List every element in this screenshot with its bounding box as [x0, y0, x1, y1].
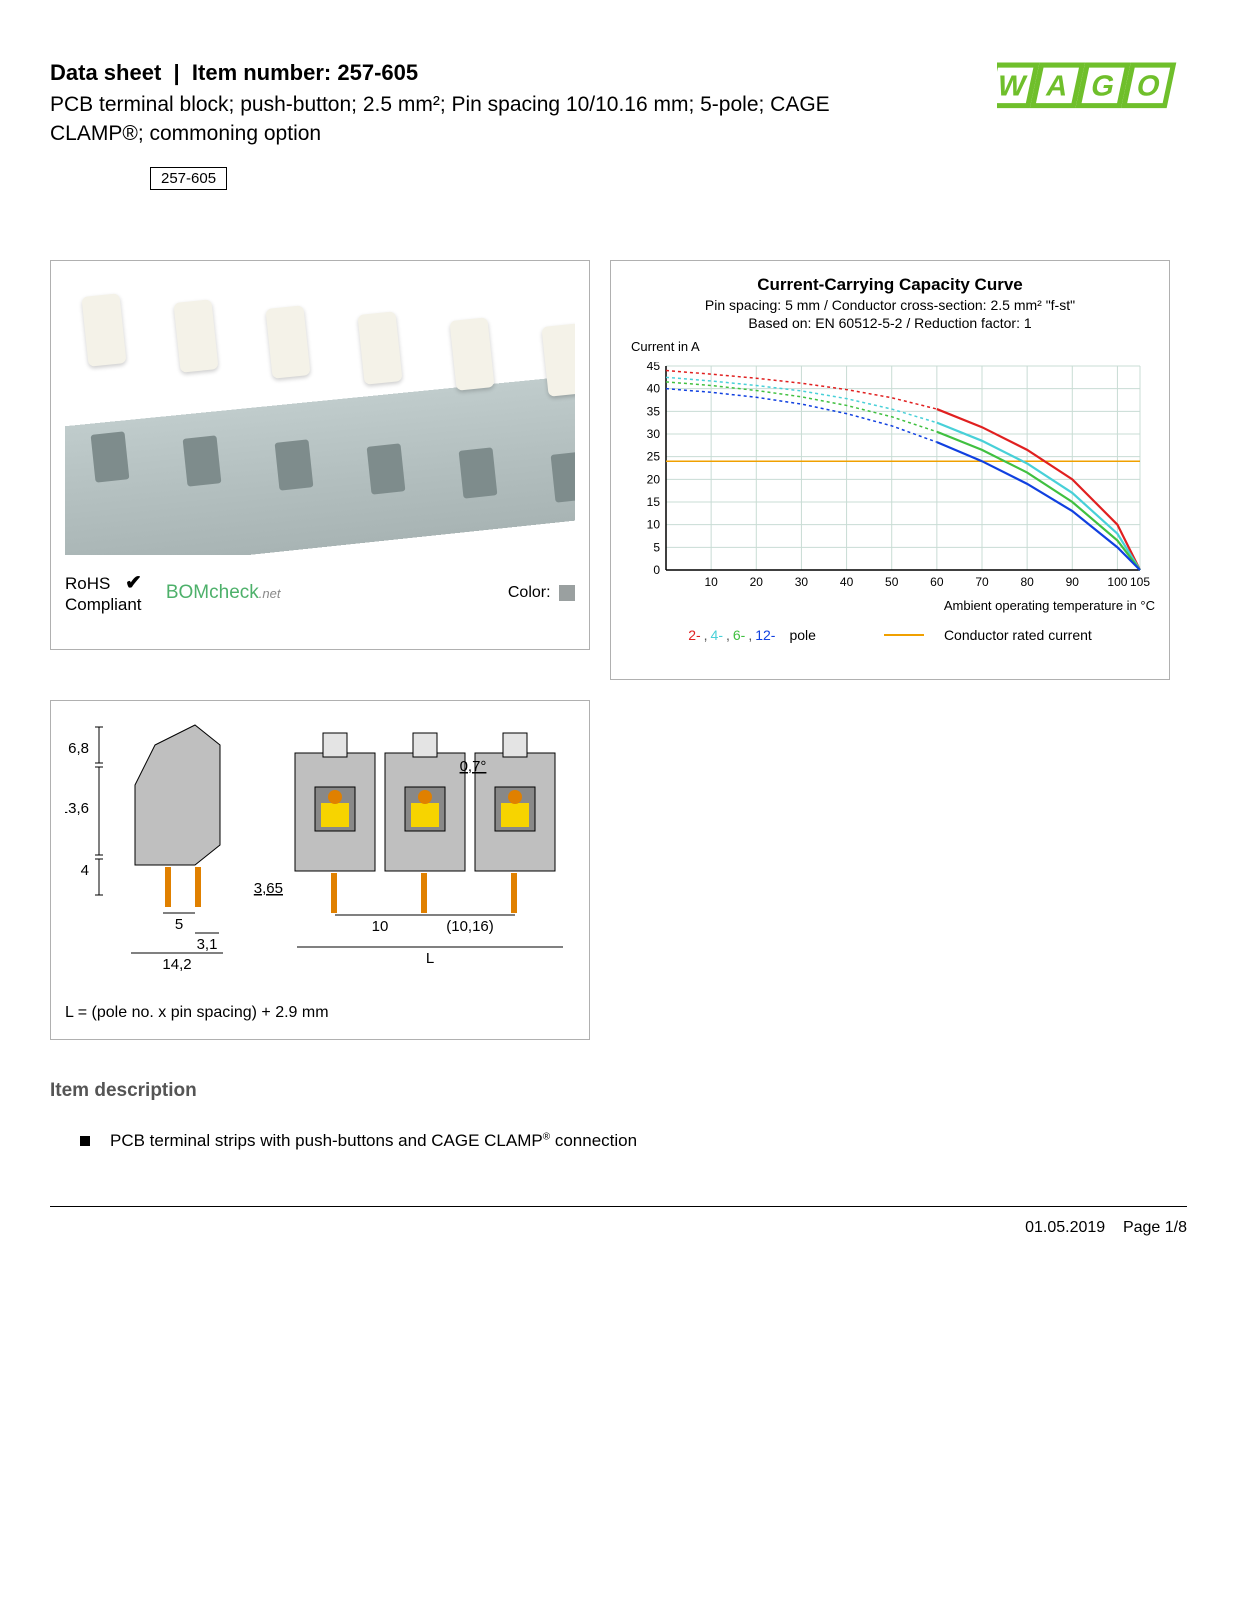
bomcheck-suffix: .net: [259, 586, 281, 601]
dimensional-panel: 6,8 13,6 4 5 3,1 14,2: [50, 700, 590, 1040]
footer: 01.05.2019 Page 1/8: [50, 1219, 1187, 1237]
y-axis-label: Current in A: [631, 339, 1155, 354]
dimensional-drawing: 6,8 13,6 4 5 3,1 14,2: [65, 715, 575, 985]
legend-poles: 2-, 4-, 6-, 12-: [688, 627, 775, 643]
svg-text:(10,16): (10,16): [446, 918, 494, 935]
legend-pole-suffix: pole: [789, 627, 815, 643]
svg-text:5: 5: [175, 916, 183, 933]
svg-text:30: 30: [795, 575, 809, 589]
svg-text:O: O: [1134, 70, 1164, 103]
svg-text:15: 15: [647, 495, 661, 509]
svg-text:3,1: 3,1: [197, 936, 218, 953]
subtitle: PCB terminal block; push-button; 2.5 mm²…: [50, 90, 850, 149]
bomcheck-logo: BOMcheck.net: [166, 582, 281, 604]
wago-logo: W A G O: [997, 60, 1187, 117]
svg-text:4: 4: [81, 862, 89, 879]
svg-text:50: 50: [885, 575, 899, 589]
svg-text:10: 10: [704, 575, 718, 589]
chart-svg: 0 5 10 15 20 25 30 35 40 45 10 20 30 40 50 60 70 80 90 1001…: [630, 362, 1150, 592]
svg-text:0: 0: [653, 563, 660, 577]
dimensional-note: L = (pole no. x pin spacing) + 2.9 mm: [65, 1004, 575, 1022]
color-label: Color:: [508, 584, 575, 602]
svg-text:35: 35: [647, 404, 661, 418]
item-number: 257-605: [337, 60, 418, 85]
x-axis-label: Ambient operating temperature in °C: [625, 598, 1155, 613]
svg-text:10: 10: [372, 918, 389, 935]
svg-text:0,7°: 0,7°: [460, 758, 487, 775]
datasheet-label: Data sheet: [50, 60, 161, 85]
description-item: PCB terminal strips with push-buttons an…: [80, 1126, 1187, 1157]
footer-rule: [50, 1206, 1187, 1207]
svg-text:40: 40: [840, 575, 854, 589]
chart-sub2: Based on: EN 60512-5-2 / Reduction facto…: [625, 315, 1155, 331]
rohs-l1: RoHS: [65, 574, 110, 593]
footer-page: Page 1/8: [1123, 1219, 1187, 1236]
color-swatch: [559, 585, 575, 601]
svg-text:25: 25: [647, 449, 661, 463]
svg-text:40: 40: [647, 381, 661, 395]
legend-conductor-label: Conductor rated current: [944, 627, 1092, 643]
product-panel: RoHS ✔ Compliant BOMcheck.net Color:: [50, 260, 590, 650]
svg-text:105: 105: [1130, 575, 1150, 589]
svg-text:5: 5: [653, 540, 660, 554]
title-line: Data sheet | Item number: 257-605: [50, 60, 997, 86]
svg-text:A: A: [1043, 70, 1071, 103]
item-description-heading: Item description: [50, 1080, 1187, 1102]
svg-text:13,6: 13,6: [65, 800, 89, 817]
svg-text:45: 45: [647, 362, 661, 373]
svg-text:6,8: 6,8: [68, 740, 89, 757]
header-text: Data sheet | Item number: 257-605 PCB te…: [50, 60, 997, 190]
svg-text:20: 20: [647, 472, 661, 486]
svg-text:14,2: 14,2: [162, 956, 191, 973]
bomcheck-text: BOMcheck: [166, 582, 259, 603]
svg-text:100: 100: [1107, 575, 1127, 589]
compliance-row: RoHS ✔ Compliant BOMcheck.net Color:: [65, 571, 575, 615]
color-text: Color:: [508, 584, 551, 601]
footer-date: 01.05.2019: [1025, 1219, 1105, 1236]
description-text: PCB terminal strips with push-buttons an…: [110, 1126, 637, 1157]
svg-text:W: W: [997, 70, 1029, 103]
bullet-icon: [80, 1136, 90, 1146]
svg-text:80: 80: [1020, 575, 1034, 589]
legend: 2-, 4-, 6-, 12- pole Conductor rated cur…: [625, 627, 1155, 643]
check-icon: ✔: [125, 572, 142, 594]
chart-panel: Current-Carrying Capacity Curve Pin spac…: [610, 260, 1170, 680]
svg-text:10: 10: [647, 517, 661, 531]
svg-text:90: 90: [1066, 575, 1080, 589]
svg-text:L: L: [426, 950, 434, 967]
item-label: Item number:: [192, 60, 331, 85]
svg-text:20: 20: [750, 575, 764, 589]
svg-text:70: 70: [975, 575, 989, 589]
svg-text:30: 30: [647, 427, 661, 441]
svg-text:60: 60: [930, 575, 944, 589]
chart-sub1: Pin spacing: 5 mm / Conductor cross-sect…: [625, 297, 1155, 313]
svg-text:G: G: [1088, 70, 1118, 103]
rohs-badge: RoHS ✔ Compliant: [65, 571, 142, 615]
product-render: [65, 275, 575, 555]
svg-text:3,65: 3,65: [254, 880, 283, 897]
item-tag: 257-605: [150, 167, 227, 190]
chart-title: Current-Carrying Capacity Curve: [625, 275, 1155, 295]
legend-conductor-line: [884, 634, 924, 636]
description-list: PCB terminal strips with push-buttons an…: [80, 1126, 1187, 1157]
rohs-l2: Compliant: [65, 595, 142, 614]
header: Data sheet | Item number: 257-605 PCB te…: [50, 60, 1187, 190]
panels-row: RoHS ✔ Compliant BOMcheck.net Color: Cur…: [50, 260, 1187, 680]
